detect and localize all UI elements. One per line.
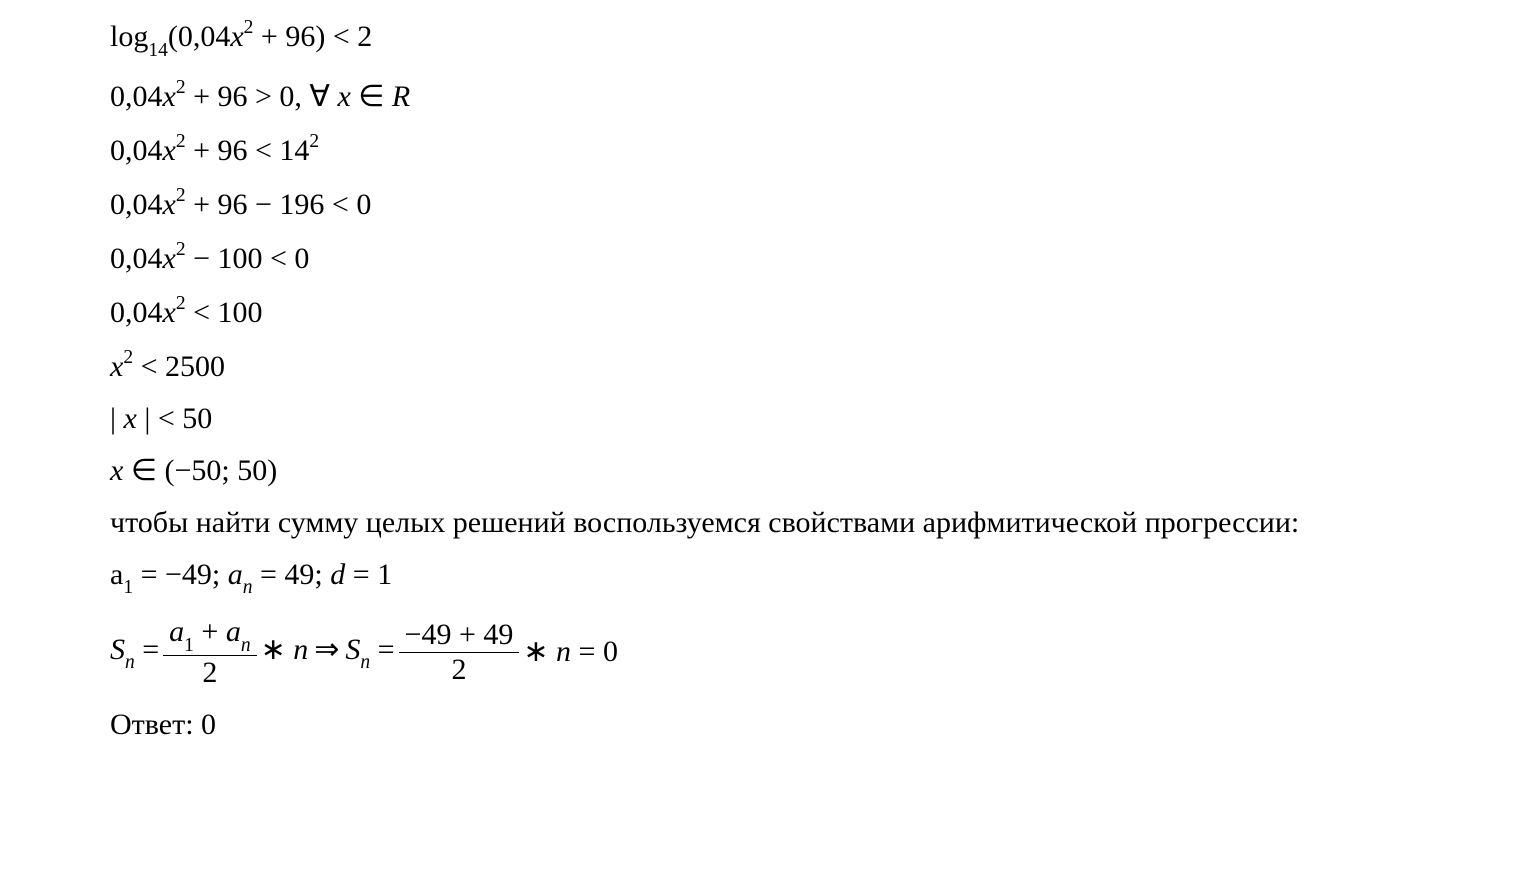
denominator: 2 xyxy=(163,656,256,688)
text: 0,04 xyxy=(110,296,163,329)
variable-x: x xyxy=(163,188,176,221)
variable-d: d xyxy=(330,558,345,591)
superscript: 2 xyxy=(244,17,254,38)
superscript: 2 xyxy=(123,347,133,368)
text: ∈ (−50; 50) xyxy=(123,454,277,487)
subscript: 1 xyxy=(184,635,194,656)
text: = −49; xyxy=(133,558,228,591)
text: = 0 xyxy=(571,635,618,668)
text: Ответ: 0 xyxy=(110,708,216,741)
subscript: n xyxy=(125,652,135,673)
text: | < 50 xyxy=(137,402,212,435)
variable-a: a xyxy=(169,615,184,648)
text: 0,04 xyxy=(110,188,163,221)
text: ∗ xyxy=(261,633,294,666)
equation-line-12: Sn = a1 + an 2 ∗ n ⇒ Sn = −49 + 49 2 ∗ n… xyxy=(110,617,1407,688)
text: = xyxy=(370,633,394,666)
variable-x: x xyxy=(163,296,176,329)
text: + 96) < 2 xyxy=(253,20,372,53)
variable-x: x xyxy=(163,80,176,113)
subscript: 14 xyxy=(148,40,168,61)
superscript: 2 xyxy=(176,185,186,206)
numerator: −49 + 49 xyxy=(399,620,520,653)
variable-x: x xyxy=(163,134,176,167)
variable-a: a xyxy=(226,615,241,648)
text: + 96 < 14 xyxy=(186,134,310,167)
equation-line-4: 0,04x2 + 96 − 196 < 0 xyxy=(110,188,1407,220)
variable-a: a xyxy=(228,558,243,591)
fraction-1: a1 + an 2 xyxy=(163,617,256,688)
superscript: 2 xyxy=(176,77,186,98)
explanation-text: чтобы найти сумму целых решений воспольз… xyxy=(110,508,1407,538)
superscript: 2 xyxy=(176,293,186,314)
variable-x: x xyxy=(110,454,123,487)
variable-a: a xyxy=(110,558,123,591)
text: 0,04 xyxy=(110,80,163,113)
text: + 96 − 196 < 0 xyxy=(186,188,372,221)
denominator: 2 xyxy=(399,653,520,685)
fraction-2: −49 + 49 2 xyxy=(399,620,520,685)
equation-line-6: 0,04x2 < 100 xyxy=(110,296,1407,328)
variable-x: x xyxy=(124,402,137,435)
variable-S: S xyxy=(110,633,125,666)
text: = 49; xyxy=(253,558,331,591)
text: | xyxy=(110,402,124,435)
math-document: log14(0,04x2 + 96) < 2 0,04x2 + 96 > 0, … xyxy=(0,0,1517,782)
superscript: 2 xyxy=(176,131,186,152)
variable-x: x xyxy=(110,350,123,383)
text: + 96 > 0, ∀ xyxy=(186,80,338,113)
text: = xyxy=(135,633,159,666)
variable-S: S xyxy=(345,633,360,666)
numerator: a1 + an xyxy=(163,617,256,656)
text: (0,04 xyxy=(168,20,231,53)
text: чтобы найти сумму целых решений воспольз… xyxy=(110,506,1299,539)
superscript: 2 xyxy=(309,131,319,152)
subscript: n xyxy=(243,577,253,598)
equation-line-11: a1 = −49; an = 49; d = 1 xyxy=(110,560,1407,596)
set-R: R xyxy=(392,80,410,113)
equation-line-2: 0,04x2 + 96 > 0, ∀ x ∈ R xyxy=(110,80,1407,112)
variable-x: x xyxy=(163,242,176,275)
text: + xyxy=(194,615,226,648)
text: log xyxy=(110,20,148,53)
variable-n: n xyxy=(293,633,308,666)
equation-line-1: log14(0,04x2 + 96) < 2 xyxy=(110,20,1407,58)
variable-n: n xyxy=(556,635,571,668)
text: ∗ xyxy=(523,635,556,668)
equation-line-5: 0,04x2 − 100 < 0 xyxy=(110,242,1407,274)
text: 0,04 xyxy=(110,242,163,275)
text: = 1 xyxy=(345,558,392,591)
variable-x: x xyxy=(337,80,350,113)
answer-line: Ответ: 0 xyxy=(110,710,1407,740)
subscript: n xyxy=(360,652,370,673)
superscript: 2 xyxy=(176,239,186,260)
subscript: n xyxy=(241,635,251,656)
equation-line-9: x ∈ (−50; 50) xyxy=(110,456,1407,486)
variable-x: x xyxy=(230,20,243,53)
text: ∈ xyxy=(351,80,392,113)
equation-line-8: | x | < 50 xyxy=(110,404,1407,434)
text: − 100 < 0 xyxy=(186,242,310,275)
implies-icon: ⇒ xyxy=(314,635,339,665)
text: 0,04 xyxy=(110,134,163,167)
equation-line-7: x2 < 2500 xyxy=(110,350,1407,382)
subscript: 1 xyxy=(123,577,133,598)
text: < 100 xyxy=(186,296,263,329)
text: < 2500 xyxy=(133,350,225,383)
equation-line-3: 0,04x2 + 96 < 142 xyxy=(110,134,1407,166)
